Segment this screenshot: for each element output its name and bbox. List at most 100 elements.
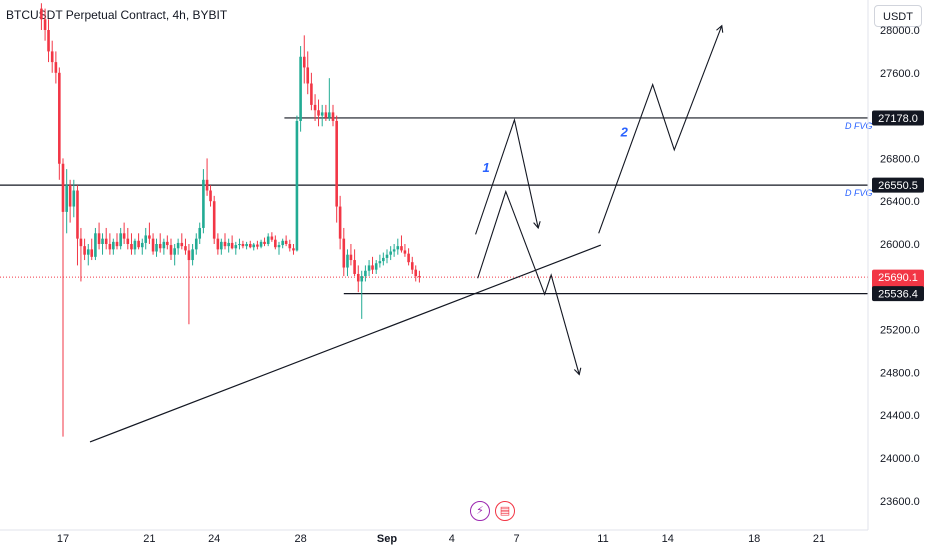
price-axis: 28000.027600.027200.026800.026400.026000…: [867, 0, 920, 530]
candle-body: [371, 265, 374, 270]
candle-body: [68, 185, 72, 207]
candle-body: [266, 236, 270, 244]
candle-body: [288, 244, 292, 249]
candle-body: [176, 242, 180, 249]
candle-body: [252, 244, 256, 248]
candle-body: [43, 19, 47, 30]
price-badge-value: 25536.4: [878, 289, 918, 301]
candle-body: [302, 56, 306, 68]
candle-body: [385, 254, 389, 258]
projection-path-0: [475, 117, 539, 235]
candle-body: [270, 236, 274, 240]
time-axis: 417212428Sep4711141821: [0, 529, 868, 545]
candle-body: [50, 51, 54, 63]
candle-body: [407, 253, 410, 263]
us-flag-icon[interactable]: ▤: [495, 501, 515, 521]
x-tick-label: 18: [748, 533, 760, 545]
candle-body: [403, 250, 407, 254]
candle-body: [331, 112, 335, 121]
candle-body: [248, 244, 252, 248]
candle-body: [277, 245, 281, 248]
candle-body: [119, 233, 122, 247]
candle-body: [223, 241, 227, 247]
candle-body: [133, 240, 137, 250]
candle-body: [166, 241, 169, 246]
candle-body: [238, 244, 241, 246]
candle-body: [353, 260, 356, 274]
x-tick-label: 4: [449, 533, 455, 545]
x-tick-label: 21: [813, 533, 825, 545]
currency-button[interactable]: USDT: [874, 5, 922, 27]
candle-body: [274, 239, 277, 248]
candle-body: [65, 185, 68, 212]
candle-body: [191, 249, 194, 261]
candle-body: [360, 276, 364, 282]
x-tick-label: 21: [143, 533, 155, 545]
candle-body: [58, 72, 61, 164]
candle-body: [209, 190, 212, 202]
price-badge-value: 25690.1: [878, 272, 918, 284]
candle-body: [317, 110, 320, 116]
candle-body: [72, 190, 76, 207]
candle-body: [389, 251, 392, 255]
arrowhead-0: [533, 221, 541, 230]
candle-body: [54, 62, 58, 73]
y-tick-label: 24400.0: [880, 410, 920, 422]
candle-body: [263, 241, 266, 244]
candle-body: [205, 179, 209, 191]
candle-body: [382, 257, 385, 262]
candle-body: [378, 261, 382, 264]
candle-body: [410, 262, 414, 270]
candle-body: [94, 233, 97, 257]
candle-body: [40, 8, 43, 20]
candle-body: [79, 238, 83, 247]
candle-body: [83, 246, 86, 255]
candle-body: [234, 245, 238, 249]
candle-body: [418, 276, 421, 278]
candle-body: [122, 233, 126, 239]
candle-body: [151, 238, 155, 252]
candle-body: [313, 104, 317, 111]
wave-label-2: 2: [620, 125, 629, 140]
candle-body: [328, 112, 331, 118]
price-badge-3: [872, 286, 924, 302]
candle-body: [61, 163, 65, 212]
projection-layer: 12: [475, 24, 724, 376]
candle-body: [281, 240, 284, 246]
candle-body: [310, 83, 313, 105]
projection-path-2: [598, 25, 723, 234]
candle-body: [194, 238, 198, 250]
candle-body: [256, 244, 259, 247]
candle-body: [90, 249, 94, 257]
arrowhead-1: [573, 367, 582, 376]
candle-body: [342, 238, 346, 268]
fvg-label: D FVG: [845, 188, 873, 198]
candle-body: [245, 244, 248, 247]
chart-title: BTCUSDT Perpetual Contract, 4h, BYBIT: [6, 8, 228, 22]
price-badge-value: 26550.5: [878, 180, 918, 192]
lightning-icon[interactable]: ⚡: [470, 501, 490, 521]
price-badge-1: [872, 177, 924, 193]
candle-body: [155, 244, 158, 252]
candle-body: [202, 179, 205, 228]
candle-body: [47, 30, 50, 52]
candle-body: [137, 240, 140, 248]
candle-body: [198, 227, 202, 239]
candle-body: [220, 241, 223, 250]
y-tick-label: 24800.0: [880, 367, 920, 379]
candle-body: [392, 249, 396, 252]
candle-body: [356, 273, 360, 282]
candle-body: [241, 244, 245, 247]
candle-body: [212, 201, 216, 239]
x-tick-label: 24: [208, 533, 220, 545]
candle-body: [230, 242, 234, 249]
candle-body: [169, 245, 173, 255]
candle-body: [306, 67, 310, 84]
price-badge-0: [872, 110, 924, 126]
candle-body: [374, 263, 378, 270]
candle-body: [324, 112, 328, 118]
candle-body: [346, 254, 349, 268]
candle-body: [396, 246, 400, 250]
candle-body: [126, 238, 130, 244]
